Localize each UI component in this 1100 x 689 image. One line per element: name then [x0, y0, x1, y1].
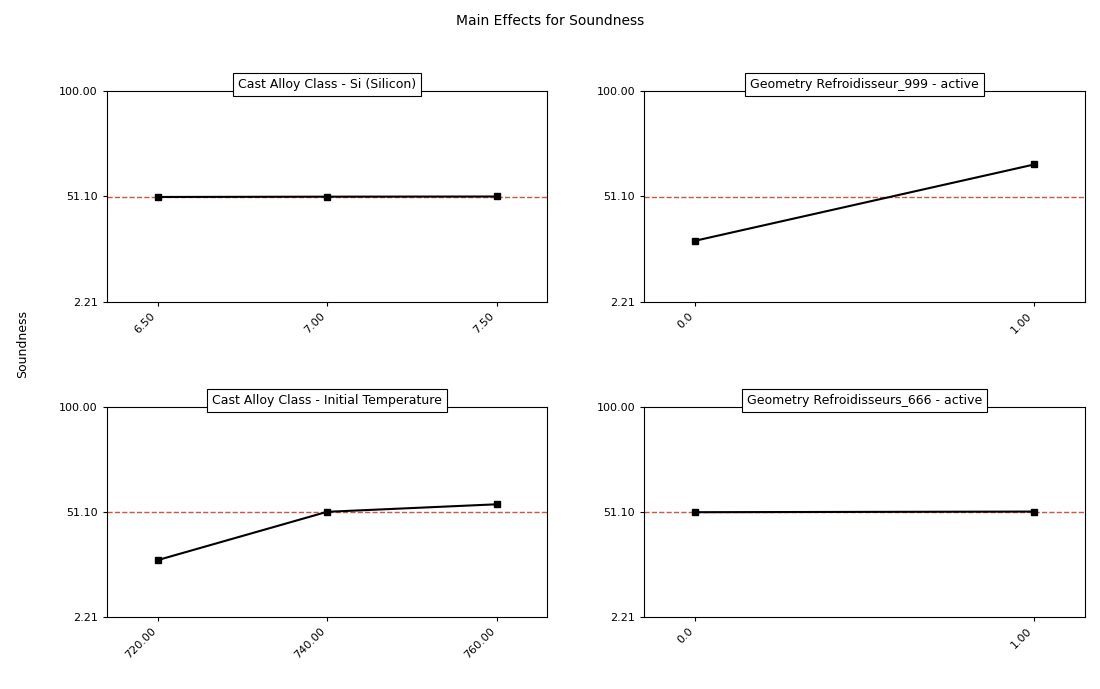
Text: Cast Alloy Class - Si (Silicon): Cast Alloy Class - Si (Silicon) [238, 79, 416, 92]
Text: Main Effects for Soundness: Main Effects for Soundness [455, 14, 645, 28]
Text: Geometry Refroidisseurs_666 - active: Geometry Refroidisseurs_666 - active [747, 393, 982, 407]
Text: Cast Alloy Class - Initial Temperature: Cast Alloy Class - Initial Temperature [212, 393, 442, 407]
Text: Geometry Refroidisseur_999 - active: Geometry Refroidisseur_999 - active [750, 79, 979, 92]
Text: Soundness: Soundness [16, 311, 30, 378]
